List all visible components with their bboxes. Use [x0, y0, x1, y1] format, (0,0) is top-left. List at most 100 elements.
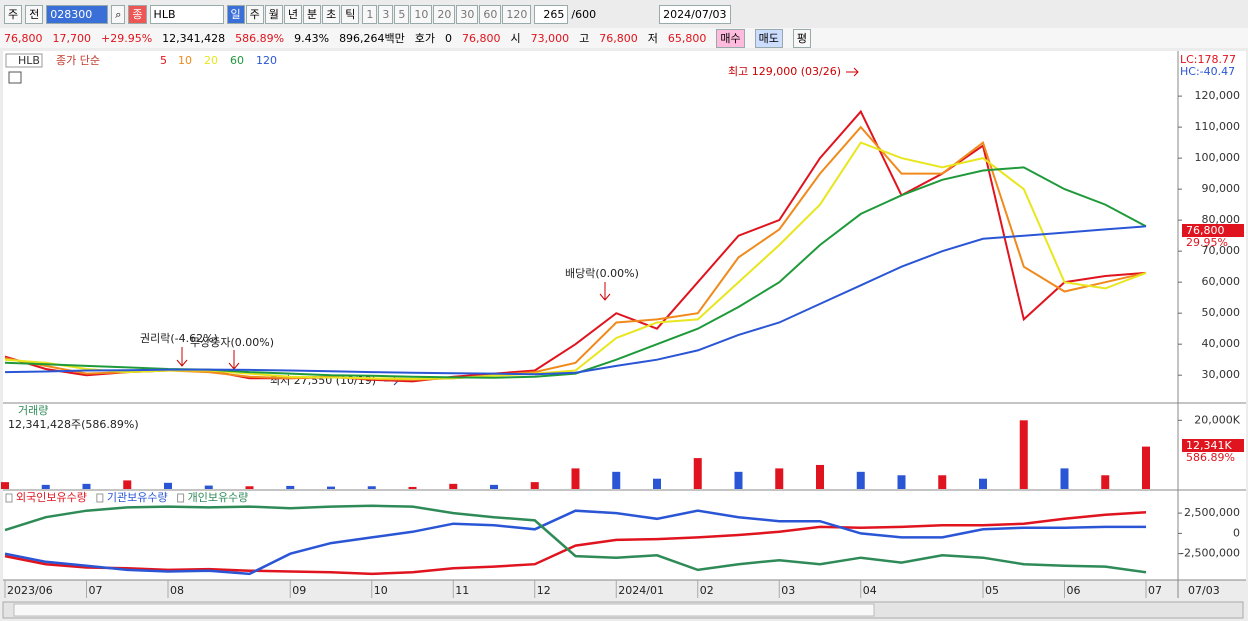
- series-line: [4, 125, 1147, 381]
- low: 65,800: [667, 31, 707, 45]
- prev[interactable]: 전: [25, 4, 44, 24]
- x-tick-label: 2024/01: [618, 584, 664, 597]
- y-tick-label: 60,000: [1202, 275, 1241, 288]
- code-input[interactable]: 028300: [46, 4, 109, 24]
- y-tick-label: 120,000: [1195, 89, 1241, 102]
- period-button[interactable]: 분: [303, 4, 322, 24]
- legend-box: [177, 493, 185, 503]
- price: 76,800: [4, 31, 43, 45]
- volume-bar: [41, 484, 50, 489]
- period-button[interactable]: 일: [226, 4, 245, 24]
- y-tick-label: 40,000: [1202, 337, 1241, 350]
- legend-entry: 개인보유수량: [188, 491, 249, 504]
- volume-bar: [897, 475, 906, 489]
- interval-button[interactable]: 3: [378, 4, 394, 24]
- y-tick-label: 50,000: [1202, 306, 1241, 319]
- x-tick-label: 06: [1067, 584, 1081, 597]
- interval-button[interactable]: 60: [479, 4, 502, 24]
- y-tick-label: 90,000: [1202, 182, 1241, 195]
- legend-entry: 기관보유수량: [107, 491, 168, 504]
- legend-entry: 5: [160, 54, 167, 67]
- change: 17,700: [52, 31, 92, 45]
- interval-button[interactable]: 20: [433, 4, 456, 24]
- x-tick-label: 11: [455, 584, 469, 597]
- turnover: 9.43%: [294, 31, 330, 45]
- vol-tag: 12,341K: [1186, 439, 1232, 452]
- volume-bar: [123, 480, 132, 489]
- x-tick-label: 12: [537, 584, 551, 597]
- intervals: 1 3 5 10 20 30 60 120: [362, 4, 532, 24]
- axis-bg: [1178, 51, 1246, 580]
- legend-box: [96, 493, 104, 503]
- interval-button[interactable]: 10: [410, 4, 433, 24]
- period-button[interactable]: 초: [322, 4, 341, 24]
- x-tick-label: 04: [863, 584, 877, 597]
- avg-button[interactable]: 평: [792, 28, 812, 48]
- volume-bar: [938, 475, 947, 489]
- series-line: [4, 504, 1147, 574]
- rate: +29.95%: [101, 31, 153, 45]
- volume-bar: [856, 471, 865, 489]
- plot-bg: [3, 51, 1178, 580]
- volume-bar: [327, 486, 335, 489]
- x-axis-end: 07/03: [1188, 584, 1220, 597]
- high-label: 고: [579, 32, 590, 45]
- interval-button[interactable]: 30: [456, 4, 479, 24]
- bid-price: 76,800: [462, 31, 501, 45]
- sell-button[interactable]: 매도: [754, 28, 783, 48]
- annotation: 무상증자(0.00%): [190, 336, 274, 349]
- interval-button[interactable]: 1: [362, 4, 378, 24]
- amount: 896,264백만: [339, 32, 405, 45]
- search[interactable]: ⌕: [111, 4, 126, 24]
- x-tick-label: 10: [374, 584, 388, 597]
- volume-bar: [286, 485, 295, 489]
- period-button[interactable]: 년: [283, 4, 303, 24]
- volume-bar: [367, 486, 376, 489]
- date[interactable]: 2024/07/03: [659, 4, 731, 24]
- legend-entry: 20: [204, 54, 218, 67]
- x-tick-label: 03: [781, 584, 795, 597]
- series-line: [4, 509, 1146, 576]
- bid: 0: [445, 31, 453, 45]
- count[interactable]: 265: [534, 4, 569, 24]
- volume-bar: [164, 482, 172, 489]
- legend-entry: 외국인보유수량: [16, 491, 87, 504]
- volume-bar: [571, 468, 580, 489]
- market[interactable]: 주: [4, 4, 23, 24]
- volume-bar: [775, 468, 784, 489]
- interval-button[interactable]: 120: [502, 4, 532, 24]
- volume-bar: [653, 478, 661, 489]
- volume-bar: [1, 482, 9, 489]
- arrow: [599, 282, 611, 301]
- price-tag: 76,800: [1186, 224, 1225, 237]
- y-tick-label: -2,500,000: [1180, 547, 1240, 560]
- volume-title: 거래량: [18, 404, 48, 417]
- volume-bar: [408, 486, 417, 489]
- period-button[interactable]: 주: [245, 4, 264, 24]
- y-tick-label: 0: [1233, 526, 1240, 539]
- buy-button[interactable]: 매수: [716, 28, 745, 48]
- x-tick-label: 05: [985, 584, 999, 597]
- legend-title: HLB: [18, 54, 40, 67]
- volume-bar: [530, 482, 539, 489]
- interval-button[interactable]: 5: [394, 4, 410, 24]
- period-button[interactable]: 틱: [341, 4, 360, 24]
- y-tick-label: 20,000K: [1194, 413, 1240, 426]
- volume-bar: [612, 471, 621, 489]
- total: /600: [571, 7, 597, 21]
- rate-tag: 29.95%: [1186, 236, 1228, 249]
- vol-rate-tag: 586.89%: [1186, 451, 1235, 464]
- y-tick-label: 70,000: [1202, 244, 1241, 257]
- hc-label: HC:-40.47: [1180, 65, 1235, 78]
- period-button[interactable]: 월: [264, 4, 283, 24]
- x-tick-label: 09: [292, 584, 306, 597]
- stock-name: HLB: [149, 4, 224, 24]
- bid-label: 호가: [414, 32, 436, 45]
- volume-bar: [1060, 468, 1069, 489]
- low-label: 저: [647, 32, 658, 45]
- volume-subtitle: 12,341,428주(586.89%): [8, 418, 139, 431]
- mode[interactable]: 종: [128, 4, 147, 24]
- icon[interactable]: [8, 71, 22, 84]
- scroll-thumb[interactable]: [13, 603, 875, 617]
